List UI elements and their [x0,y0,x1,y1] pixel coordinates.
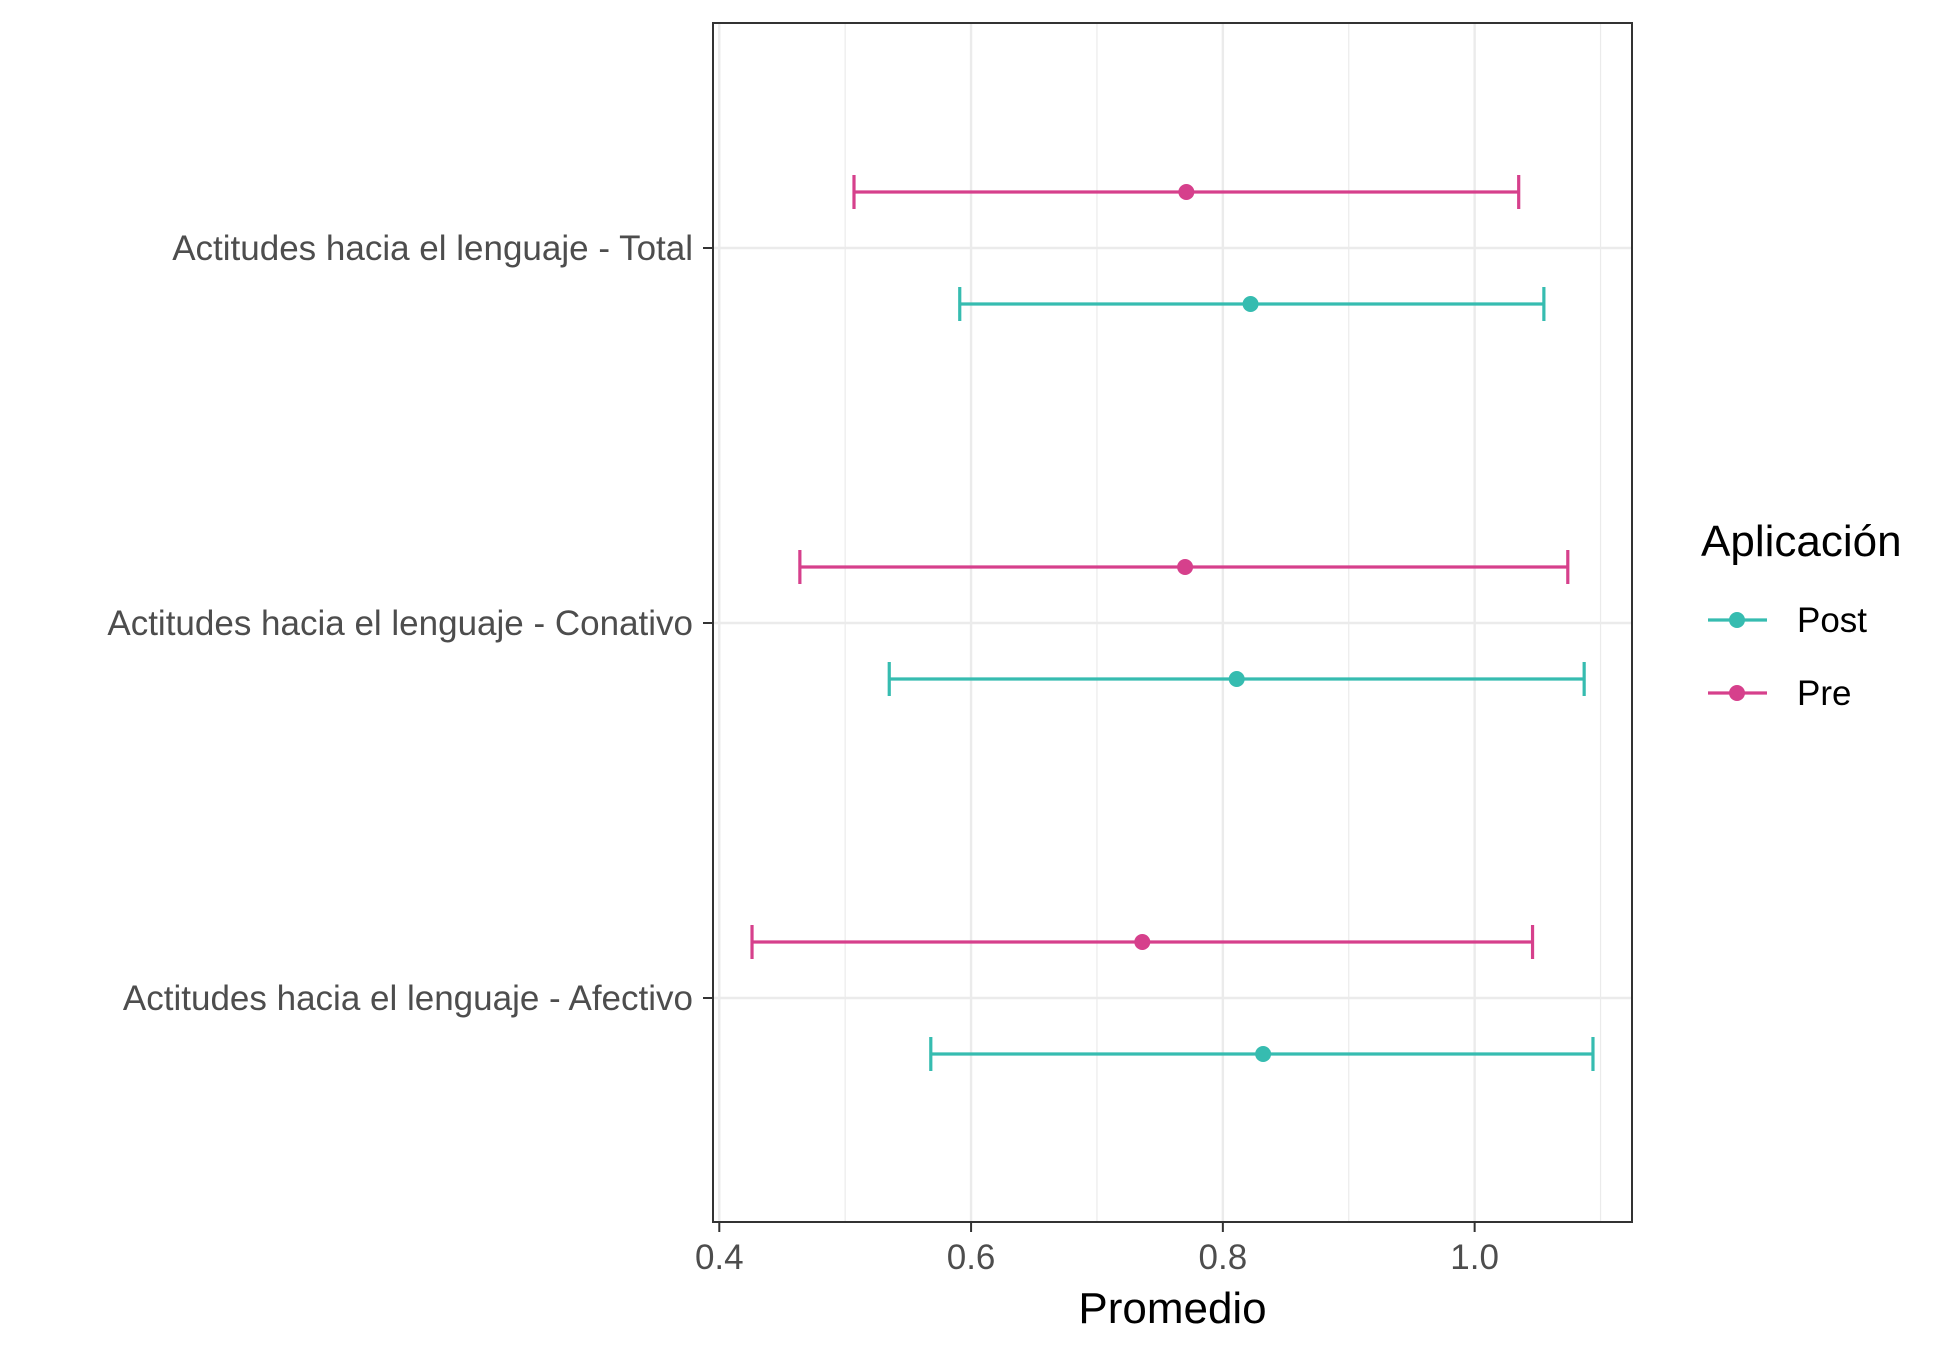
mean-point [1255,1046,1272,1062]
x-tick-label: 0.4 [695,1238,744,1277]
legend-key-point [1729,685,1745,701]
category-label: Actitudes hacia el lenguaje - Total [172,229,693,268]
x-tick-label: 0.8 [1199,1238,1248,1277]
legend: Aplicación Post Pre [1701,517,1902,713]
x-axis-title: Promedio [1078,1284,1266,1333]
legend-item-post: Post [1708,601,1867,640]
legend-label: Post [1797,601,1867,640]
grid-lines [713,23,1632,1222]
category-label: Actitudes hacia el lenguaje - Afectivo [123,979,693,1018]
legend-item-pre: Pre [1708,674,1851,713]
legend-key-point [1729,612,1745,628]
mean-point [1242,296,1259,312]
axes: 0.4 0.6 0.8 1.0 Actitudes hacia el lenguaje … [107,229,1499,1277]
series-layer [750,175,1595,1071]
legend-label: Pre [1797,674,1851,713]
category-label: Actitudes hacia el lenguaje - Conativo [107,604,693,643]
series-pre [750,175,1570,959]
mean-point [1134,934,1151,950]
x-tick-label: 1.0 [1450,1238,1499,1277]
legend-title: Aplicación [1701,517,1902,566]
mean-point [1178,184,1195,200]
mean-point [1177,559,1194,575]
mean-point [1228,671,1245,687]
x-tick-label: 0.6 [947,1238,996,1277]
series-post [887,287,1595,1071]
